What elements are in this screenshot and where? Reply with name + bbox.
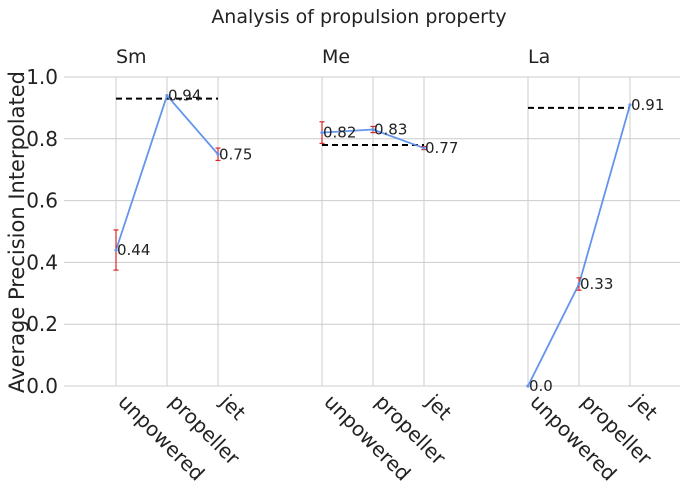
x-tick-label: jet <box>627 389 663 425</box>
data-point <box>320 131 324 135</box>
y-tick-label: 0.6 <box>26 189 58 213</box>
x-tick-label: jet <box>215 389 251 425</box>
group-label: La <box>528 46 550 68</box>
data-label: 0.0 <box>529 377 553 395</box>
group-label: Me <box>322 46 350 68</box>
y-tick-label: 0.0 <box>26 374 58 398</box>
data-label: 0.91 <box>631 96 664 114</box>
y-tick-label: 1.0 <box>26 65 58 89</box>
data-point <box>628 103 632 107</box>
data-point <box>422 146 426 150</box>
series-layer <box>113 93 632 388</box>
y-tick-label: 0.4 <box>26 250 58 274</box>
baseline-layer <box>116 97 630 146</box>
data-label: 0.77 <box>425 139 458 157</box>
data-point <box>371 127 375 132</box>
data-point <box>165 93 169 98</box>
group-label: Sm <box>116 46 147 68</box>
y-tick-label: 0.2 <box>26 312 58 336</box>
data-label: 0.33 <box>580 275 613 293</box>
y-tick-label: 0.8 <box>26 127 58 151</box>
data-label: 0.82 <box>323 124 356 142</box>
grid-layer <box>64 76 680 387</box>
y-axis-label: Average Precision Interpolated <box>5 71 29 393</box>
data-point <box>114 248 118 252</box>
data-point <box>577 282 581 286</box>
chart-title: Analysis of propulsion property <box>211 6 506 28</box>
data-point <box>526 384 530 388</box>
x-tick-label: jet <box>421 389 457 425</box>
text-layer: 0.00.20.40.60.81.0Sm0.44unpowered0.94pro… <box>26 46 664 481</box>
data-label: 0.75 <box>219 145 252 163</box>
data-label: 0.94 <box>168 87 201 105</box>
data-point <box>216 152 220 156</box>
data-label: 0.44 <box>117 241 150 259</box>
data-label: 0.83 <box>374 121 407 139</box>
